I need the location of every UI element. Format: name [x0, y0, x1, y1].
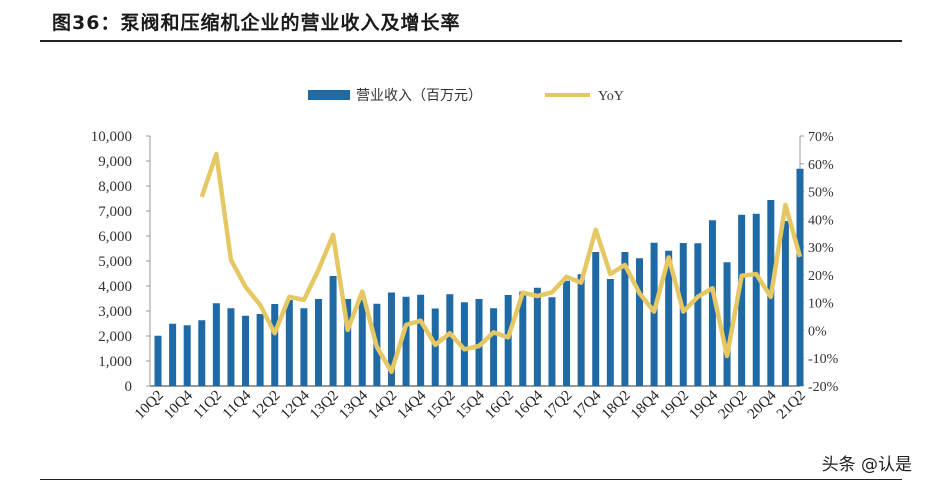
x-tick-label: 12Q2: [249, 388, 284, 423]
revenue-bar: [271, 304, 279, 386]
right-tick-label: 60%: [808, 158, 834, 173]
figure-title: 图36：泵阀和压缩机企业的营业收入及增长率: [52, 12, 461, 34]
x-tick-label: 18Q4: [628, 387, 663, 422]
revenue-bar: [227, 308, 235, 386]
x-tick-label: 16Q2: [482, 388, 517, 423]
revenue-bar: [781, 221, 789, 386]
revenue-bar: [417, 294, 425, 386]
revenue-bar: [504, 295, 512, 386]
revenue-bar: [300, 308, 308, 386]
left-tick-label: 5,000: [98, 254, 132, 270]
revenue-bar: [431, 308, 439, 386]
bottom-rule: [40, 479, 902, 480]
right-tick-label: 20%: [808, 269, 834, 284]
left-tick-label: 9,000: [98, 154, 132, 170]
right-tick-label: -10%: [808, 352, 839, 367]
x-tick-label: 14Q2: [365, 388, 400, 423]
revenue-bar: [621, 252, 629, 386]
top-rule: [40, 40, 902, 42]
x-tick-label: 13Q4: [336, 387, 371, 422]
revenue-bar: [344, 299, 352, 386]
revenue-bar: [636, 258, 643, 386]
yoy-line: [199, 151, 803, 375]
left-tick-label: 1,000: [98, 354, 132, 370]
right-tick-label: -20%: [808, 380, 839, 395]
right-tick-label: 0%: [808, 324, 827, 339]
revenue-bar: [577, 274, 585, 386]
revenue-bar: [533, 287, 541, 386]
revenue-bar: [256, 314, 264, 386]
revenue-bar: [460, 302, 468, 386]
x-tick-label: 21Q2: [774, 388, 809, 423]
legend: 营业收入（百万元） YoY: [308, 88, 624, 104]
revenue-bar: [358, 300, 366, 386]
revenue-bar: [548, 297, 556, 386]
revenue-bar: [212, 303, 220, 386]
revenue-bar: [402, 296, 410, 386]
revenue-bar: [650, 242, 658, 386]
x-tick-label: 20Q2: [716, 388, 751, 423]
revenue-bar: [665, 250, 673, 386]
x-tick-label: 14Q4: [395, 387, 430, 422]
revenue-bar: [563, 280, 571, 386]
left-tick-label: 2,000: [98, 329, 132, 345]
left-tick-label: 10,000: [91, 129, 132, 145]
right-tick-label: 10%: [808, 297, 834, 312]
x-tick-label: 11Q4: [220, 387, 255, 422]
left-tick-label: 3,000: [98, 304, 132, 320]
revenue-bar: [592, 252, 600, 386]
revenue-bar: [490, 308, 498, 386]
left-tick-label: 0: [125, 379, 133, 395]
x-tick-label: 16Q4: [511, 387, 546, 422]
right-tick-label: 70%: [808, 130, 834, 145]
revenue-bar: [154, 335, 162, 386]
left-tick-label: 7,000: [98, 204, 132, 220]
revenue-bar: [446, 294, 454, 386]
revenue-bar: [723, 262, 731, 386]
x-tick-label: 11Q2: [191, 388, 225, 422]
revenue-bar: [752, 213, 760, 386]
x-tick-label: 13Q2: [307, 388, 342, 423]
x-tick-label: 10Q2: [132, 388, 167, 423]
x-tick-label: 10Q4: [161, 387, 196, 422]
revenue-bar: [694, 243, 702, 386]
revenue-bar: [519, 291, 527, 386]
left-tick-label: 8,000: [98, 179, 132, 195]
x-tick-label: 17Q4: [570, 387, 605, 422]
right-tick-label: 40%: [808, 213, 834, 228]
revenue-bar: [708, 220, 716, 386]
revenue-bar: [198, 320, 206, 386]
x-tick-label: 12Q4: [278, 387, 313, 422]
left-tick-label: 6,000: [98, 229, 132, 245]
revenue-bar: [606, 279, 614, 386]
legend-bar-swatch: [308, 90, 350, 100]
legend-bar-label: 营业收入（百万元）: [356, 88, 482, 104]
x-tick-label: 15Q2: [424, 388, 459, 423]
x-tick-label: 17Q2: [540, 388, 575, 423]
revenue-bar: [315, 299, 322, 386]
revenue-bar: [242, 315, 250, 386]
x-tick-label: 19Q2: [657, 388, 692, 423]
revenue-bar: [475, 299, 483, 386]
left-tick-label: 4,000: [98, 279, 132, 295]
x-tick-label: 19Q4: [686, 387, 721, 422]
x-tick-label: 20Q4: [745, 387, 780, 422]
right-tick-label: 30%: [808, 241, 834, 256]
revenue-bar: [285, 300, 293, 386]
revenue-bar: [796, 168, 804, 386]
x-tick-label: 18Q2: [599, 388, 634, 423]
x-tick-label: 15Q4: [453, 387, 488, 422]
watermark: 头条 @认是: [821, 455, 912, 475]
legend-line-label: YoY: [598, 89, 624, 104]
revenue-bar: [183, 325, 191, 386]
revenue-bar: [738, 214, 746, 386]
revenue-bar: [679, 243, 687, 386]
revenue-bar: [329, 276, 337, 386]
revenue-bar: [169, 323, 177, 386]
right-tick-label: 50%: [808, 186, 834, 201]
revenue-bar: [387, 292, 395, 386]
